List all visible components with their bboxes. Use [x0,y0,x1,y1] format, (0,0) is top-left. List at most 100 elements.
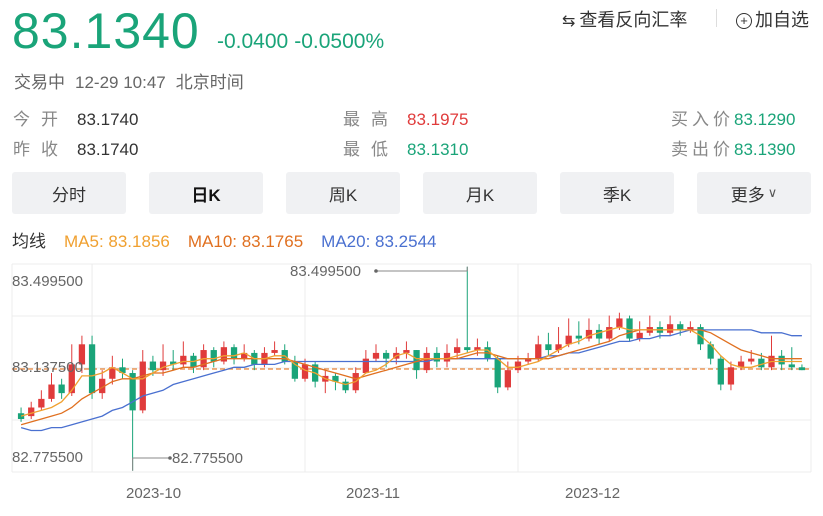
candle-body [535,344,542,359]
candle-body [119,367,126,374]
low-value: 83.1310 [407,140,469,159]
ma-legend: 均线 MA5: 83.1856 MA10: 83.1765 MA20: 83.2544 [12,227,454,252]
candle-body [48,384,55,399]
candle-body [139,361,146,411]
ask-row: 卖出价83.1390 [671,135,795,160]
candle-body [220,347,228,362]
candle-body [758,358,765,368]
candle-body [717,358,724,385]
min-marker-label: 82.775500 [172,450,243,467]
candle-body [403,350,410,353]
candle-body [180,355,187,365]
candle-body [332,375,339,382]
more-label: 更多 [730,185,765,205]
max-marker-dot [374,269,378,273]
max-marker-label: 83.499500 [290,263,361,280]
candle-body [555,344,562,351]
candle-body [241,352,248,359]
x-tick-label: 2023-11 [346,485,400,502]
candle-body [748,358,755,362]
bid-value: 83.1290 [734,110,796,129]
y-min-label: 82.775500 [12,449,83,466]
candle-body [595,329,603,339]
candle-body [291,361,299,379]
bid-row: 买入价83.1290 [671,105,795,130]
candle-body [707,344,714,359]
tab-monthly-k[interactable]: 月K [423,172,537,214]
reverse-rate-link[interactable]: ⇆ 查看反向汇率 [562,6,687,32]
candle-body [78,344,86,365]
prev-close-value: 83.1740 [77,140,139,159]
chart-grid [11,263,812,473]
ask-value: 83.1390 [734,140,796,159]
open-label: 今开 [13,110,69,129]
candle-body [453,347,461,353]
ma10-line [20,329,802,426]
candle-body [636,332,643,339]
tab-more[interactable]: 更多 ∨ [697,172,811,214]
chevron-down-icon: ∨ [767,185,778,200]
plus-circle-icon: + [736,13,752,29]
candle-body [230,347,238,359]
candle-body [301,364,309,379]
candle-body [788,364,795,368]
period-tabs: 分时 日K 周K 月K 季K 更多 ∨ [12,172,811,214]
y-max-label: 83.499500 [12,273,83,290]
candle-body [677,324,684,330]
current-price: 83.1340 [12,3,200,59]
candle-body [38,398,45,408]
ask-label: 卖出价 [671,140,734,159]
add-watch-button[interactable]: + 加自选 [736,6,809,32]
ma10-legend: MA10: 83.1765 [187,232,304,251]
candle-body [626,318,633,339]
candle-body [362,358,370,374]
tab-weekly-k[interactable]: 周K [286,172,400,214]
change-percent: -0.0500% [294,30,385,53]
candlestick-chart[interactable]: 83.499500 83.137500 82.775500 83.499500 … [0,256,823,516]
candle-body [514,361,522,371]
change-value: -0.0400 [217,30,289,53]
candle-body [413,350,420,371]
candle-body [342,381,349,391]
divider [716,9,717,27]
candle-body [170,361,177,365]
candle-body [565,335,572,345]
min-marker-dot [168,456,172,460]
prev-close-row: 昨收 83.1740 [13,135,138,160]
high-row: 最高 83.1975 [343,105,468,130]
candle-body [109,367,116,379]
candle-body [464,347,471,351]
bid-label: 买入价 [671,110,734,129]
candle-body [798,367,806,371]
low-row: 最低 83.1310 [343,135,468,160]
ma20-legend: MA20: 83.2544 [321,232,437,251]
candle-body [494,358,501,388]
candle-body [433,352,440,362]
candle-body [575,335,582,339]
add-watch-label: 加自选 [755,10,809,30]
candle-body [727,367,735,385]
price-change: -0.0400 -0.0500% [217,30,390,54]
candle-body [68,364,75,394]
candle-body [606,327,613,339]
candle-body [28,407,35,417]
ma-title: 均线 [12,232,46,251]
tab-daily-k[interactable]: 日K [149,172,263,214]
candle-body [778,355,785,365]
low-label: 最低 [343,140,399,159]
candle-body [271,350,278,353]
high-label: 最高 [343,110,399,129]
moving-averages [20,326,802,432]
x-tick-label: 2023-10 [126,485,181,502]
candle-body [372,352,380,359]
tab-quarterly-k[interactable]: 季K [560,172,674,214]
candle-body [99,378,106,394]
x-tick-label: 2023-12 [565,485,620,502]
candle-body [58,384,65,394]
candles [17,266,806,471]
prev-close-label: 昨收 [13,140,69,159]
trade-status: 交易中 12-29 10:47 北京时间 [14,68,244,93]
candle-body [383,352,390,359]
tab-intraday[interactable]: 分时 [12,172,126,214]
ma5-legend: MA5: 83.1856 [64,232,170,251]
